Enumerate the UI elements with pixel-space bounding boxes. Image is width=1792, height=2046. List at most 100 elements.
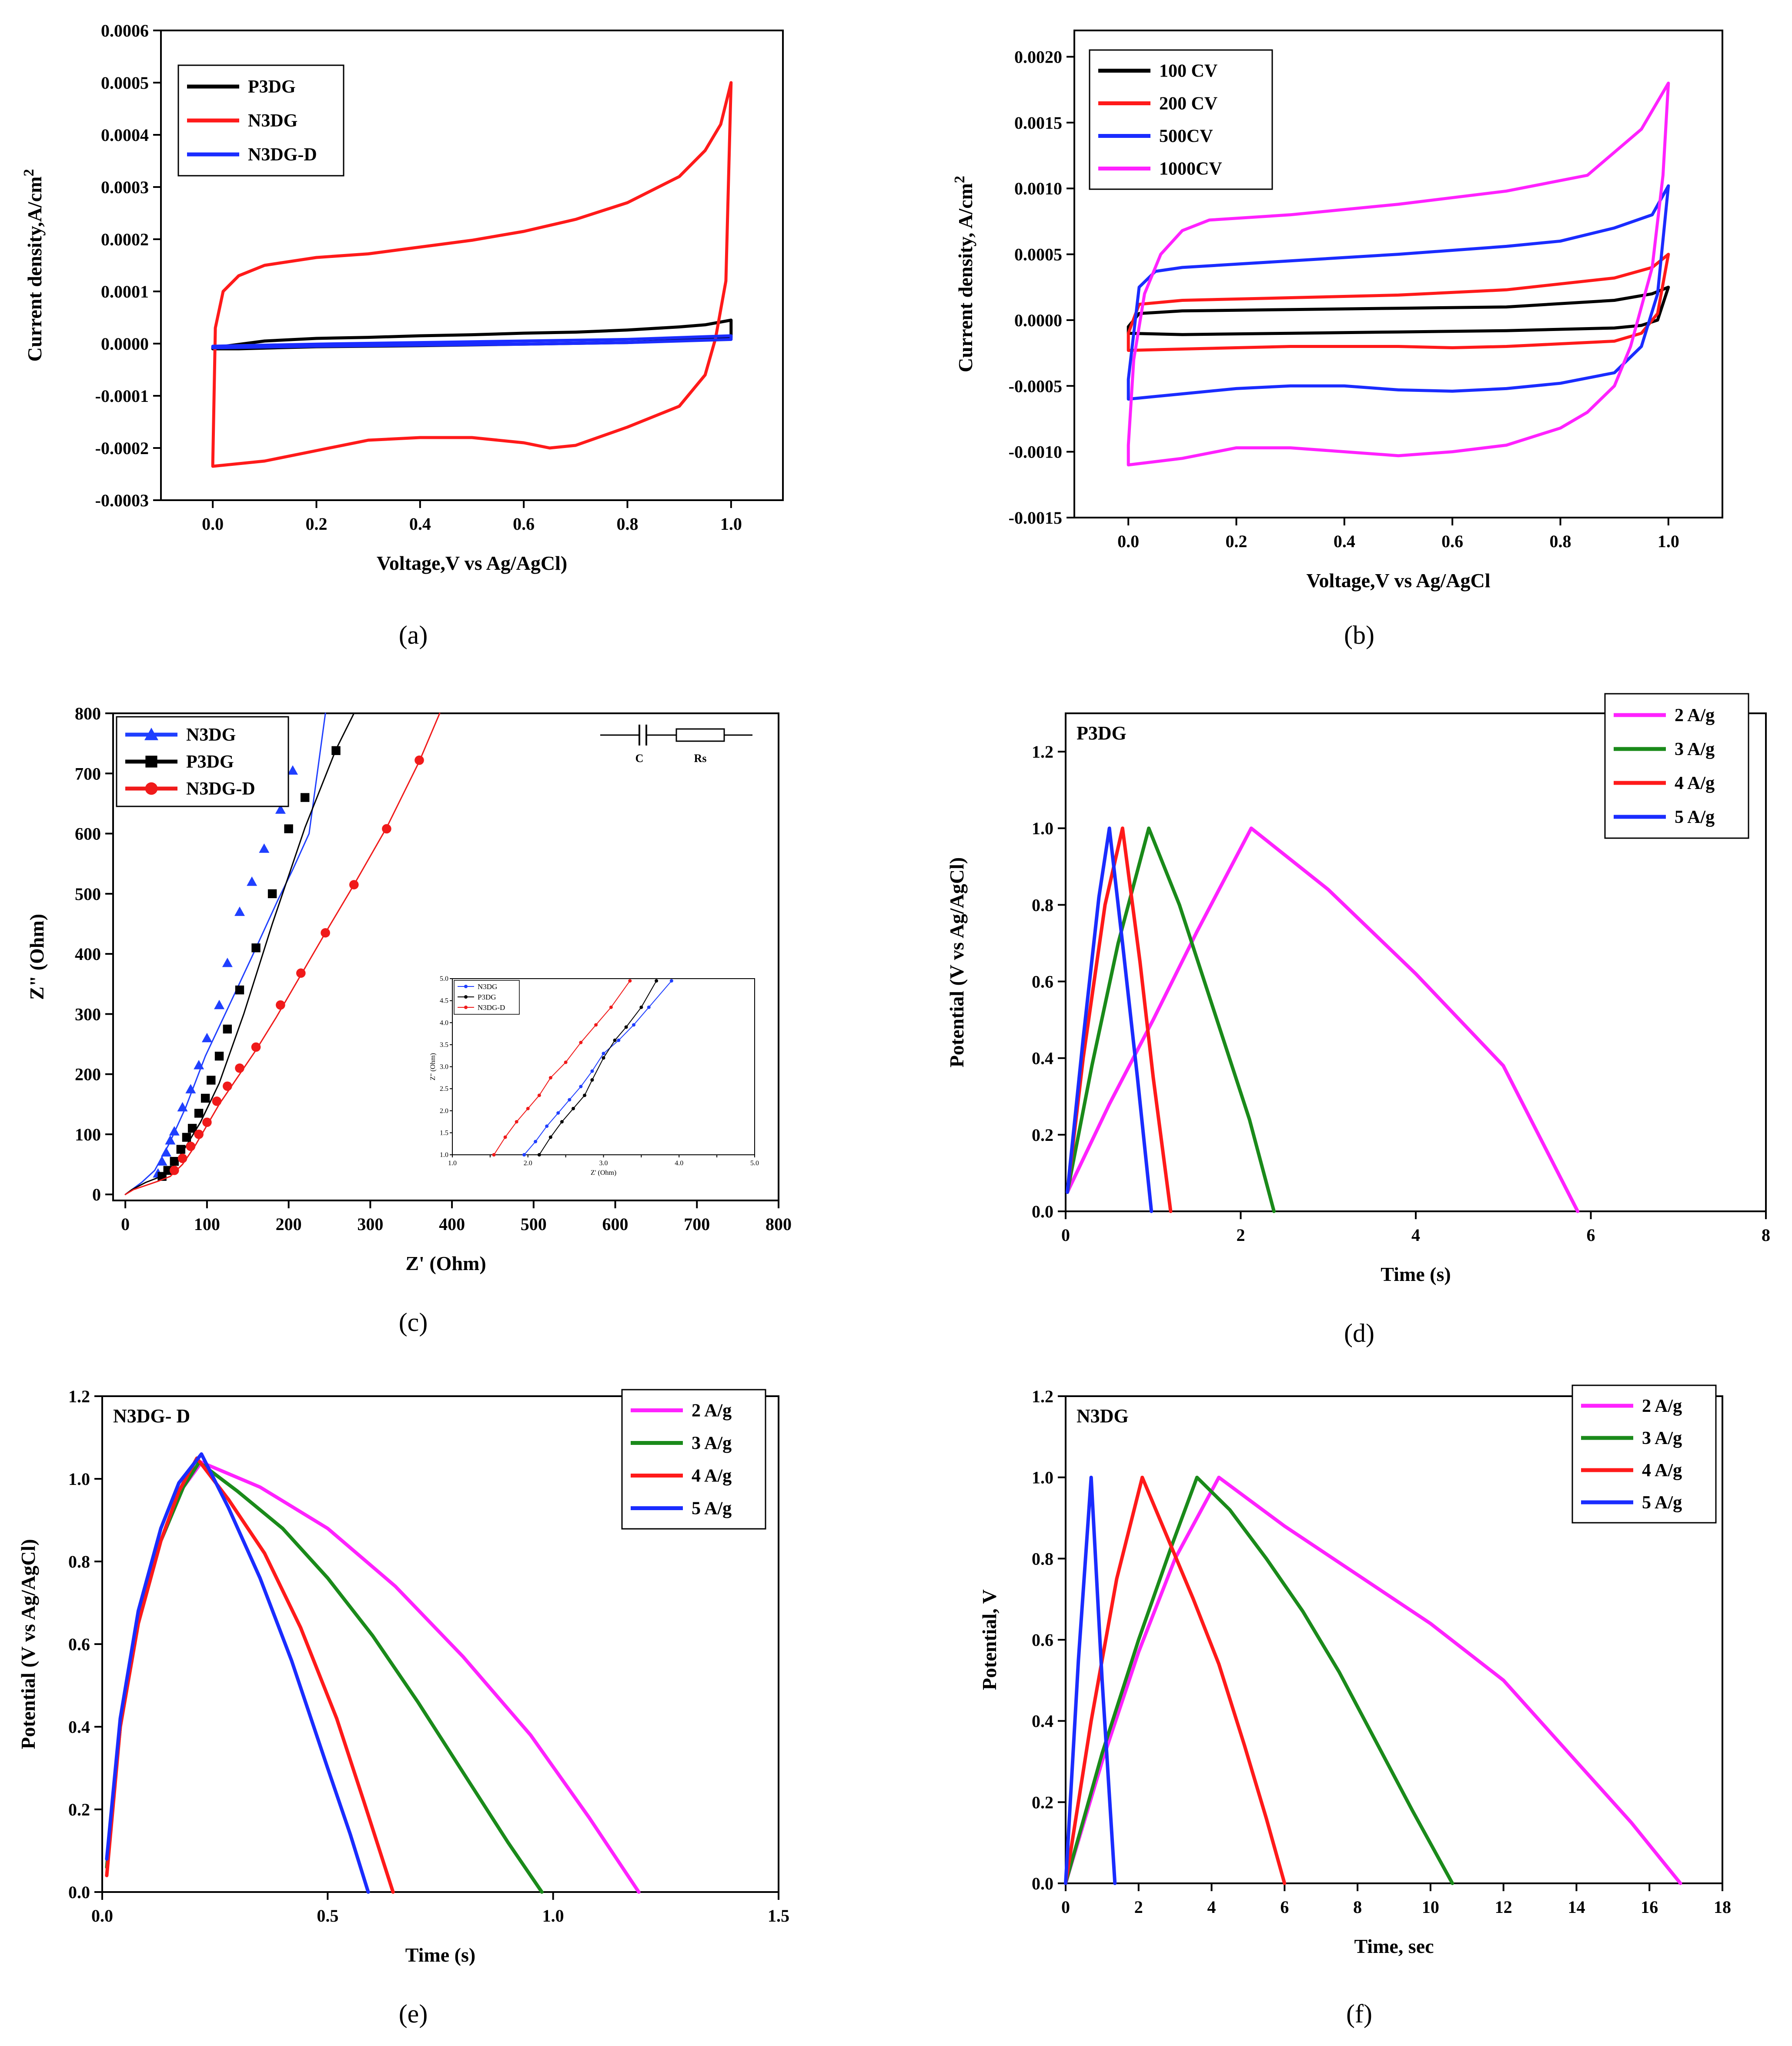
chart-panel-a: 0.0 0.2 0.4 0.6 0.8 1.0 -0.0003 -0.0002 -0.0001 0… — [21, 21, 784, 649]
x-tick-label: 6 — [1587, 1225, 1595, 1245]
series-line-2-a-g — [1064, 1475, 1682, 1885]
x-axis-label: Time (s) — [1381, 1263, 1451, 1285]
y-tick-label: 0.0015 — [1014, 113, 1062, 133]
y-tick-label: -0.0005 — [1009, 376, 1062, 396]
x-tick-label: 300 — [357, 1214, 383, 1234]
inset-y-tick-label: 5.0 — [440, 975, 448, 983]
data-point — [300, 793, 310, 802]
data-point — [194, 1109, 204, 1118]
panel-title: N3DG — [1077, 1405, 1129, 1427]
data-point — [267, 889, 277, 899]
y-tick-label: 0.0002 — [101, 230, 149, 249]
inset-data-point — [503, 1135, 507, 1139]
legend-label: N3DG — [186, 725, 236, 745]
x-tick-label: 16 — [1641, 1897, 1658, 1917]
inset-legend-label: N3DG — [478, 983, 497, 991]
data-point — [288, 765, 298, 775]
x-axis-label: Time (s) — [405, 1944, 475, 1966]
inset-x-tick-label: 1.0 — [448, 1160, 457, 1167]
data-point — [176, 1145, 186, 1154]
data-point — [296, 968, 306, 978]
y-tick-label: 0.0004 — [101, 125, 149, 145]
data-point — [165, 1135, 176, 1145]
y-tick-label: 0.0005 — [1014, 245, 1062, 264]
y-tick-label: 0.2 — [1032, 1792, 1053, 1812]
data-point — [222, 957, 233, 967]
inset-data-point — [590, 1078, 594, 1082]
y-tick-label: 0.8 — [1032, 1549, 1053, 1568]
y-tick-label: 0.6 — [1032, 972, 1053, 992]
y-tick-label: 0.6 — [1032, 1630, 1053, 1650]
y-tick-label: -0.0001 — [95, 386, 149, 406]
panel-caption: (e) — [399, 1999, 428, 2028]
x-tick-label: 700 — [684, 1214, 710, 1234]
data-point — [163, 1166, 172, 1175]
inset-data-point — [655, 979, 659, 983]
series-line-1000cv — [1127, 81, 1670, 467]
panel-caption: (d) — [1344, 1319, 1374, 1347]
data-point — [349, 880, 359, 889]
y-tick-label: 600 — [75, 824, 101, 844]
data-point — [169, 1166, 179, 1175]
data-point — [259, 843, 270, 853]
series-line-n3dg-d — [211, 334, 733, 350]
y-tick-label: 800 — [75, 704, 101, 723]
data-point — [145, 756, 157, 768]
panel-caption: (a) — [399, 621, 428, 649]
legend-label: 3 A/g — [1642, 1428, 1682, 1448]
x-tick-label: 500 — [521, 1214, 547, 1234]
data-point — [186, 1141, 196, 1151]
inset-data-point — [628, 979, 632, 983]
y-axis-label-superscript: 2 — [21, 169, 37, 177]
legend-label: P3DG — [186, 752, 234, 772]
y-tick-label: 300 — [75, 1004, 101, 1024]
data-point — [235, 985, 244, 995]
x-tick-label: 0 — [121, 1214, 130, 1234]
data-point — [415, 756, 424, 765]
data-point — [194, 1060, 204, 1070]
y-tick-label: 1.0 — [68, 1469, 90, 1489]
legend-label: 5 A/g — [1642, 1493, 1682, 1513]
y-tick-label: 0.0000 — [1014, 311, 1062, 330]
plot-frame — [160, 30, 784, 501]
inset-y-tick-label: 2.0 — [440, 1107, 448, 1115]
data-point — [276, 1000, 285, 1010]
y-axis-label: Potential (V vs Ag/AgCl) — [946, 857, 968, 1067]
y-tick-label: 1.2 — [1032, 1387, 1053, 1406]
series-line-p3dg — [124, 712, 355, 1195]
circuit-label-capacitor: C — [635, 752, 644, 765]
inset-data-point — [594, 1023, 598, 1027]
panel-title: P3DG — [1077, 722, 1127, 744]
x-tick-label: 0.6 — [513, 514, 535, 534]
inset-data-point — [669, 979, 673, 983]
x-tick-label: 6 — [1280, 1897, 1289, 1917]
data-point — [177, 1102, 188, 1112]
legend-label: 3 A/g — [1675, 739, 1715, 759]
y-tick-label: 200 — [75, 1065, 101, 1084]
data-point — [202, 1117, 212, 1127]
panel-title: N3DG- D — [113, 1405, 190, 1427]
x-tick-label: 0 — [1061, 1897, 1070, 1917]
chart-panel-e: 0.0 0.5 1.0 1.5 0.0 0.2 0.4 0.6 0.8 1.0 1.2 Time (s… — [17, 1387, 789, 2028]
data-point — [214, 1051, 224, 1061]
legend-label: 100 CV — [1159, 61, 1217, 81]
inset-y-tick-label: 1.0 — [440, 1151, 448, 1159]
y-tick-label: 0.0001 — [101, 282, 149, 301]
y-tick-label: 0 — [92, 1185, 101, 1204]
data-point — [382, 824, 391, 834]
x-axis-label: Z' (Ohm) — [405, 1252, 486, 1274]
inset-data-point — [632, 1023, 635, 1027]
data-point — [161, 1147, 172, 1157]
inset-legend-label: N3DG-D — [478, 1003, 505, 1012]
inset-data-point — [515, 1120, 518, 1124]
inset-y-tick-label: 4.0 — [440, 1019, 448, 1026]
legend-label: 5 A/g — [692, 1499, 732, 1519]
legend-label: 2 A/g — [692, 1401, 732, 1421]
x-tick-label: 0.4 — [409, 514, 431, 534]
x-tick-label: 0.4 — [1334, 532, 1355, 551]
x-tick-label: 0.2 — [1226, 532, 1247, 551]
inset-legend-marker — [464, 1006, 468, 1009]
x-tick-label: 0.6 — [1441, 532, 1463, 551]
y-tick-label: 0.2 — [1032, 1125, 1053, 1145]
